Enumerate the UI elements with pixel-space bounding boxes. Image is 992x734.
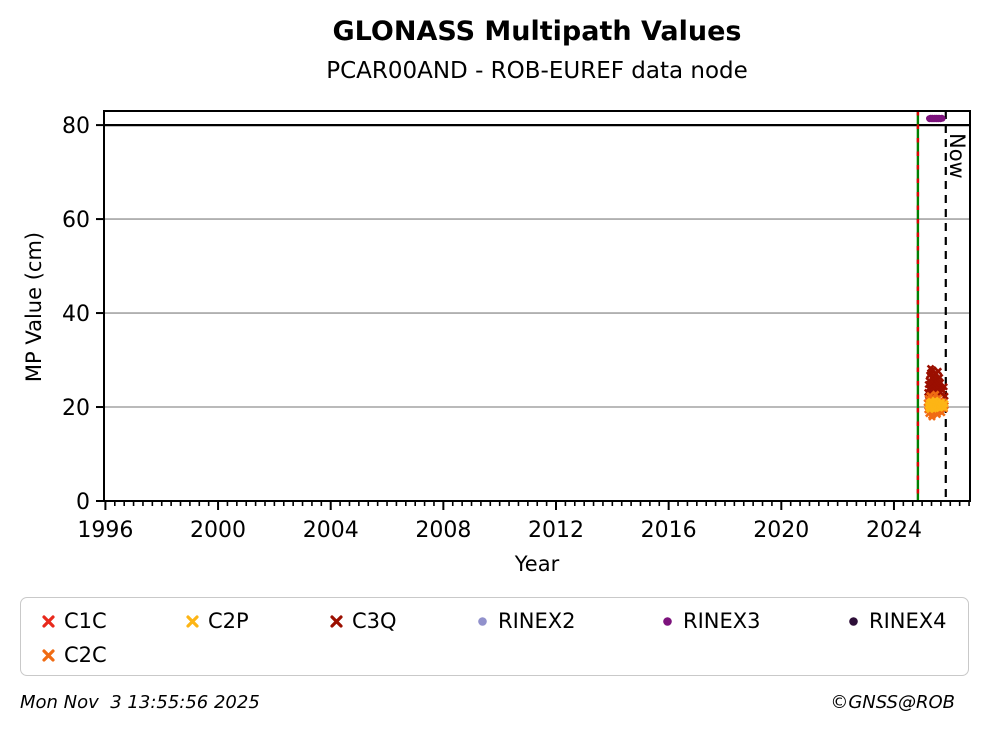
rinex2-marker-icon (478, 616, 487, 626)
copyright: ©GNSS@ROB (830, 692, 955, 713)
timestamp: Mon Nov 3 13:55:56 2025 (20, 692, 260, 713)
chart-subtitle: PCAR00AND - ROB-EUREF data node (326, 58, 748, 84)
legend-label-c2p: C2P (208, 609, 249, 633)
legend: C1C C2P C3Q RINEX2 RINEX3 RINEX4 C2C (20, 597, 969, 676)
rinex4-marker-icon (849, 616, 858, 626)
legend-item-c3q: C3Q (330, 604, 476, 638)
svg-text:2020: 2020 (753, 518, 809, 543)
legend-item-c2c: C2C (42, 638, 186, 672)
legend-item-rinex2: RINEX2 (476, 604, 661, 638)
svg-text:2012: 2012 (528, 518, 584, 543)
svg-text:60: 60 (62, 208, 90, 233)
svg-text:1996: 1996 (77, 518, 133, 543)
chart-title: GLONASS Multipath Values (332, 16, 742, 47)
rinex3-marker-icon (663, 616, 672, 626)
y-axis-label: MP Value (cm) (22, 231, 46, 383)
svg-text:80: 80 (62, 114, 90, 139)
legend-label-rinex2: RINEX2 (498, 609, 576, 633)
c2c-marker-icon (42, 648, 55, 662)
c1c-marker-icon (42, 614, 55, 628)
legend-label-c1c: C1C (64, 609, 107, 633)
svg-text:40: 40 (62, 302, 90, 327)
svg-text:20: 20 (62, 396, 90, 421)
c3q-marker-icon (330, 614, 343, 628)
x-axis-label: Year (514, 552, 560, 576)
legend-item-c1c: C1C (42, 604, 186, 638)
svg-text:2024: 2024 (866, 518, 922, 543)
c2p-marker-icon (186, 614, 199, 628)
svg-text:2004: 2004 (303, 518, 359, 543)
svg-text:0: 0 (76, 490, 90, 515)
svg-text:2008: 2008 (415, 518, 471, 543)
legend-label-c3q: C3Q (352, 609, 397, 633)
legend-label-c2c: C2C (64, 643, 107, 667)
svg-text:2000: 2000 (190, 518, 246, 543)
legend-item-rinex4: RINEX4 (847, 604, 968, 638)
svg-text:2016: 2016 (641, 518, 697, 543)
legend-item-rinex3: RINEX3 (661, 604, 847, 638)
legend-item-c2p: C2P (186, 604, 330, 638)
legend-label-rinex3: RINEX3 (683, 609, 761, 633)
legend-label-rinex4: RINEX4 (869, 609, 947, 633)
now-label: Now (945, 133, 969, 179)
